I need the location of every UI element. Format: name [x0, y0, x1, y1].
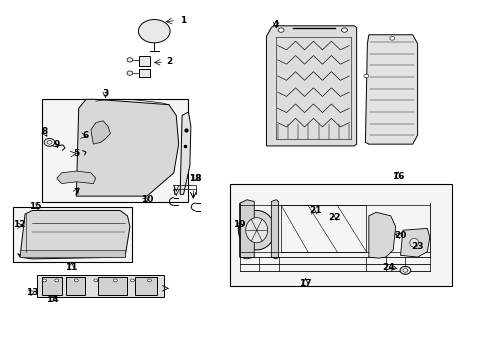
- Text: 18: 18: [189, 174, 202, 183]
- Ellipse shape: [409, 238, 418, 247]
- Ellipse shape: [363, 74, 368, 78]
- Bar: [98, 277, 127, 295]
- Bar: [37, 275, 163, 297]
- Ellipse shape: [147, 279, 151, 282]
- Ellipse shape: [42, 279, 46, 282]
- Text: 5: 5: [73, 149, 79, 158]
- Bar: [65, 277, 85, 295]
- Bar: [13, 207, 132, 262]
- Text: 12: 12: [13, 220, 25, 229]
- Polygon shape: [239, 200, 254, 259]
- Text: 14: 14: [45, 294, 58, 303]
- Bar: [139, 56, 150, 66]
- Text: 16: 16: [391, 172, 404, 181]
- Polygon shape: [368, 212, 395, 258]
- Text: 6: 6: [83, 131, 89, 140]
- Bar: [229, 184, 451, 286]
- Text: 19: 19: [233, 220, 245, 229]
- Text: 24: 24: [381, 264, 394, 273]
- Ellipse shape: [74, 279, 78, 282]
- Text: 4: 4: [272, 19, 279, 28]
- Text: 1: 1: [180, 16, 186, 25]
- Ellipse shape: [138, 19, 170, 43]
- Ellipse shape: [245, 218, 267, 243]
- Polygon shape: [18, 211, 130, 259]
- Text: 20: 20: [393, 231, 406, 240]
- Text: 23: 23: [410, 242, 423, 251]
- Polygon shape: [271, 200, 278, 259]
- Ellipse shape: [130, 279, 134, 282]
- Polygon shape: [365, 35, 417, 144]
- Bar: [42, 277, 61, 295]
- Ellipse shape: [402, 269, 407, 272]
- Ellipse shape: [278, 28, 284, 32]
- Bar: [139, 69, 150, 77]
- Polygon shape: [91, 121, 110, 144]
- Text: 2: 2: [165, 57, 172, 66]
- Text: 3: 3: [102, 89, 108, 98]
- Ellipse shape: [238, 211, 274, 250]
- Text: 7: 7: [73, 188, 79, 197]
- Ellipse shape: [44, 138, 55, 146]
- Text: 11: 11: [65, 264, 78, 273]
- Text: 9: 9: [54, 140, 60, 149]
- Polygon shape: [266, 26, 356, 146]
- Ellipse shape: [399, 266, 410, 274]
- Bar: [135, 277, 157, 295]
- Polygon shape: [400, 228, 429, 257]
- Text: 13: 13: [26, 288, 39, 297]
- Text: 21: 21: [308, 206, 321, 215]
- Text: 22: 22: [328, 213, 340, 222]
- Ellipse shape: [341, 28, 346, 32]
- Ellipse shape: [94, 279, 98, 282]
- Polygon shape: [76, 99, 178, 196]
- Polygon shape: [57, 171, 96, 184]
- Ellipse shape: [127, 71, 133, 75]
- Polygon shape: [180, 112, 190, 194]
- Text: 17: 17: [299, 279, 311, 288]
- Ellipse shape: [127, 58, 133, 62]
- Ellipse shape: [113, 279, 117, 282]
- Ellipse shape: [55, 279, 59, 282]
- Bar: [42, 99, 188, 202]
- Ellipse shape: [47, 140, 52, 144]
- Text: 10: 10: [141, 195, 153, 204]
- Polygon shape: [20, 250, 125, 257]
- Ellipse shape: [389, 37, 394, 40]
- Text: 18: 18: [189, 174, 202, 183]
- Text: 15: 15: [28, 202, 41, 211]
- Text: 8: 8: [41, 127, 48, 136]
